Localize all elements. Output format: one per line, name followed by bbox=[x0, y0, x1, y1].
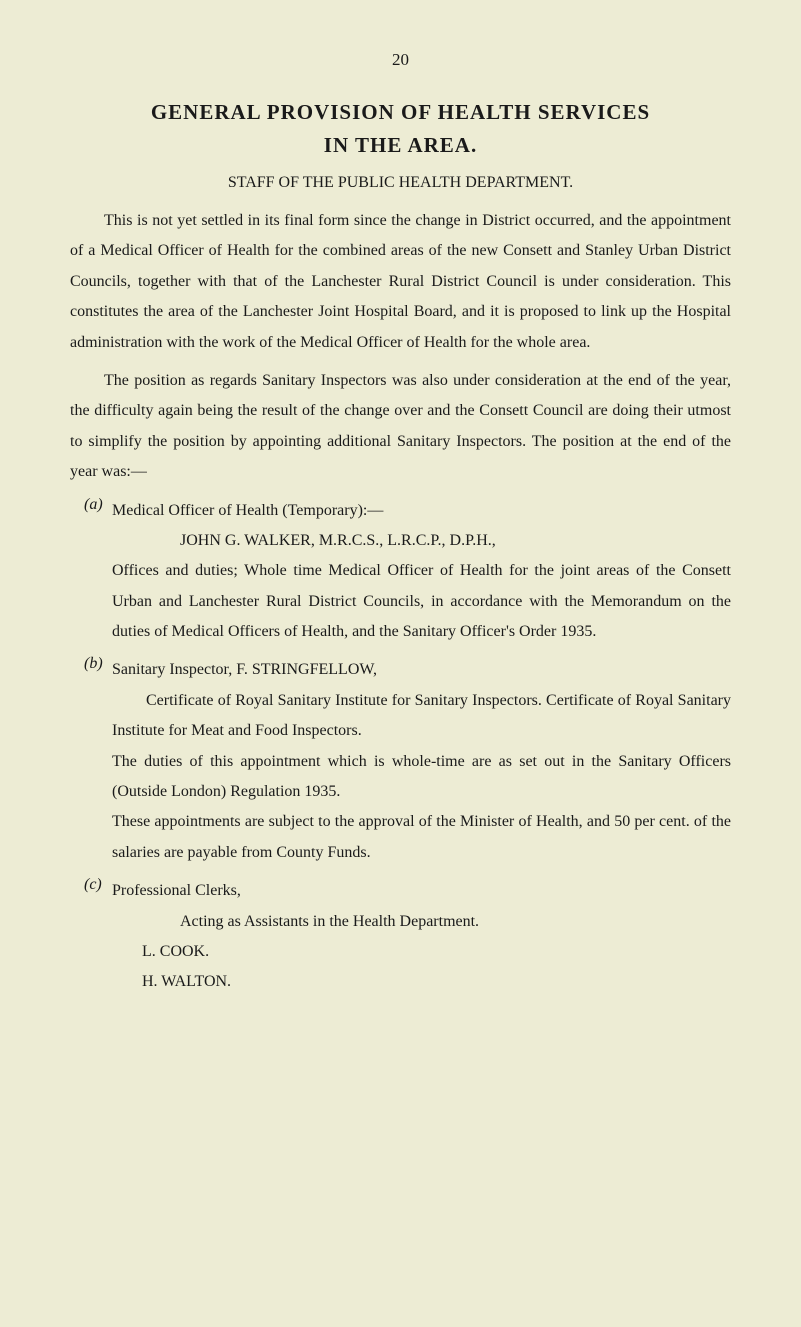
item-c-name2: H. WALTON. bbox=[142, 973, 231, 990]
list-content-a: Medical Officer of Health (Temporary):— … bbox=[112, 496, 731, 648]
sub-title: IN THE AREA. bbox=[70, 133, 731, 158]
item-b-body3: These appointments are subject to the ap… bbox=[112, 813, 731, 860]
list-content-b: Sanitary Inspector, F. STRINGFELLOW, Cer… bbox=[112, 655, 731, 868]
item-a-line1: Medical Officer of Health (Temporary):— bbox=[112, 502, 383, 519]
item-b-line1: Sanitary Inspector, F. STRINGFELLOW, bbox=[112, 661, 377, 678]
item-c-subline: Acting as Assistants in the Health Depar… bbox=[112, 907, 731, 937]
main-title: GENERAL PROVISION OF HEALTH SERVICES bbox=[70, 100, 731, 125]
item-c-name1: L. COOK. bbox=[142, 943, 209, 960]
list-item-b: (b) Sanitary Inspector, F. STRINGFELLOW,… bbox=[70, 655, 731, 868]
section-heading: STAFF OF THE PUBLIC HEALTH DEPARTMENT. bbox=[70, 174, 731, 192]
page-number: 20 bbox=[70, 50, 731, 70]
list-marker-c: (c) bbox=[70, 876, 112, 998]
item-a-name: JOHN G. WALKER, M.R.C.S., L.R.C.P., D.P.… bbox=[112, 526, 731, 556]
list-item-c: (c) Professional Clerks, Acting as Assis… bbox=[70, 876, 731, 998]
item-a-body: Offices and duties; Whole time Medical O… bbox=[112, 562, 731, 640]
list-marker-b: (b) bbox=[70, 655, 112, 868]
paragraph-1: This is not yet settled in its final for… bbox=[70, 206, 731, 358]
item-b-body2: The duties of this appointment which is … bbox=[112, 753, 731, 800]
item-b-body1: Certificate of Royal Sanitary Institute … bbox=[112, 686, 731, 747]
list-content-c: Professional Clerks, Acting as Assistant… bbox=[112, 876, 731, 998]
item-c-line1: Professional Clerks, bbox=[112, 882, 241, 899]
document-page: 20 GENERAL PROVISION OF HEALTH SERVICES … bbox=[0, 0, 801, 1066]
paragraph-2: The position as regards Sanitary Inspect… bbox=[70, 366, 731, 488]
list-item-a: (a) Medical Officer of Health (Temporary… bbox=[70, 496, 731, 648]
list-marker-a: (a) bbox=[70, 496, 112, 648]
